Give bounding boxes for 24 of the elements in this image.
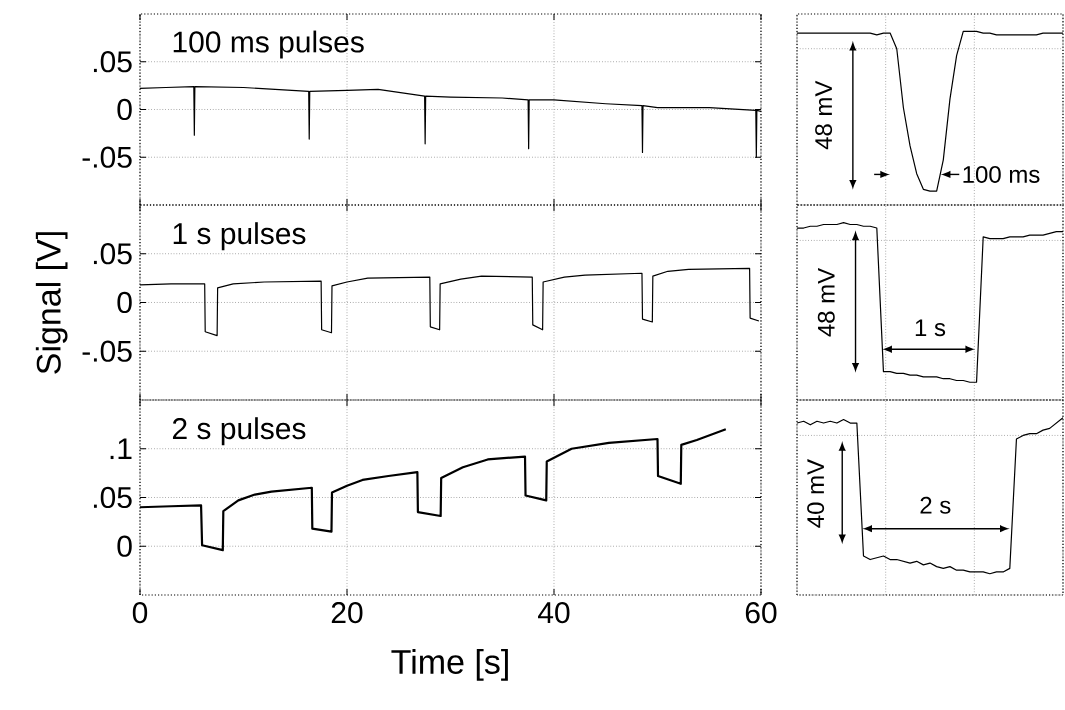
y-tick-label: .05 (93, 486, 132, 509)
y-tick-label: 0 (117, 291, 132, 314)
text: 1 s pulses (173, 222, 306, 251)
annotation: 100 ms (963, 165, 1040, 183)
annotation: 48 mV (817, 267, 835, 337)
x-tick-label: 40 (538, 602, 570, 624)
text: 2 s pulses (172, 417, 306, 446)
x-tick-label: 20 (331, 602, 363, 624)
x-tick-label: 60 (745, 602, 777, 624)
annotation: 48 mV (815, 80, 833, 150)
x-axis-title: Time [s] (391, 649, 508, 681)
y-tick-label: .05 (93, 51, 132, 73)
annotation: 1 s (915, 319, 946, 337)
text: 100 ms pulses (173, 30, 364, 59)
y-tick-label: 0 (117, 535, 132, 557)
y-tick-label: .1 (110, 438, 132, 460)
annotation: 40 mV (807, 459, 825, 528)
annotation: 2 s (920, 496, 951, 514)
y-tick-label: -.05 (82, 146, 132, 168)
y-tick-label: -.05 (82, 340, 132, 362)
y-tick-label: 0 (117, 98, 132, 121)
y-tick-label: .05 (93, 243, 132, 265)
y-axis-title: Signal [V] (35, 232, 68, 374)
x-tick-label: 0 (132, 602, 148, 624)
